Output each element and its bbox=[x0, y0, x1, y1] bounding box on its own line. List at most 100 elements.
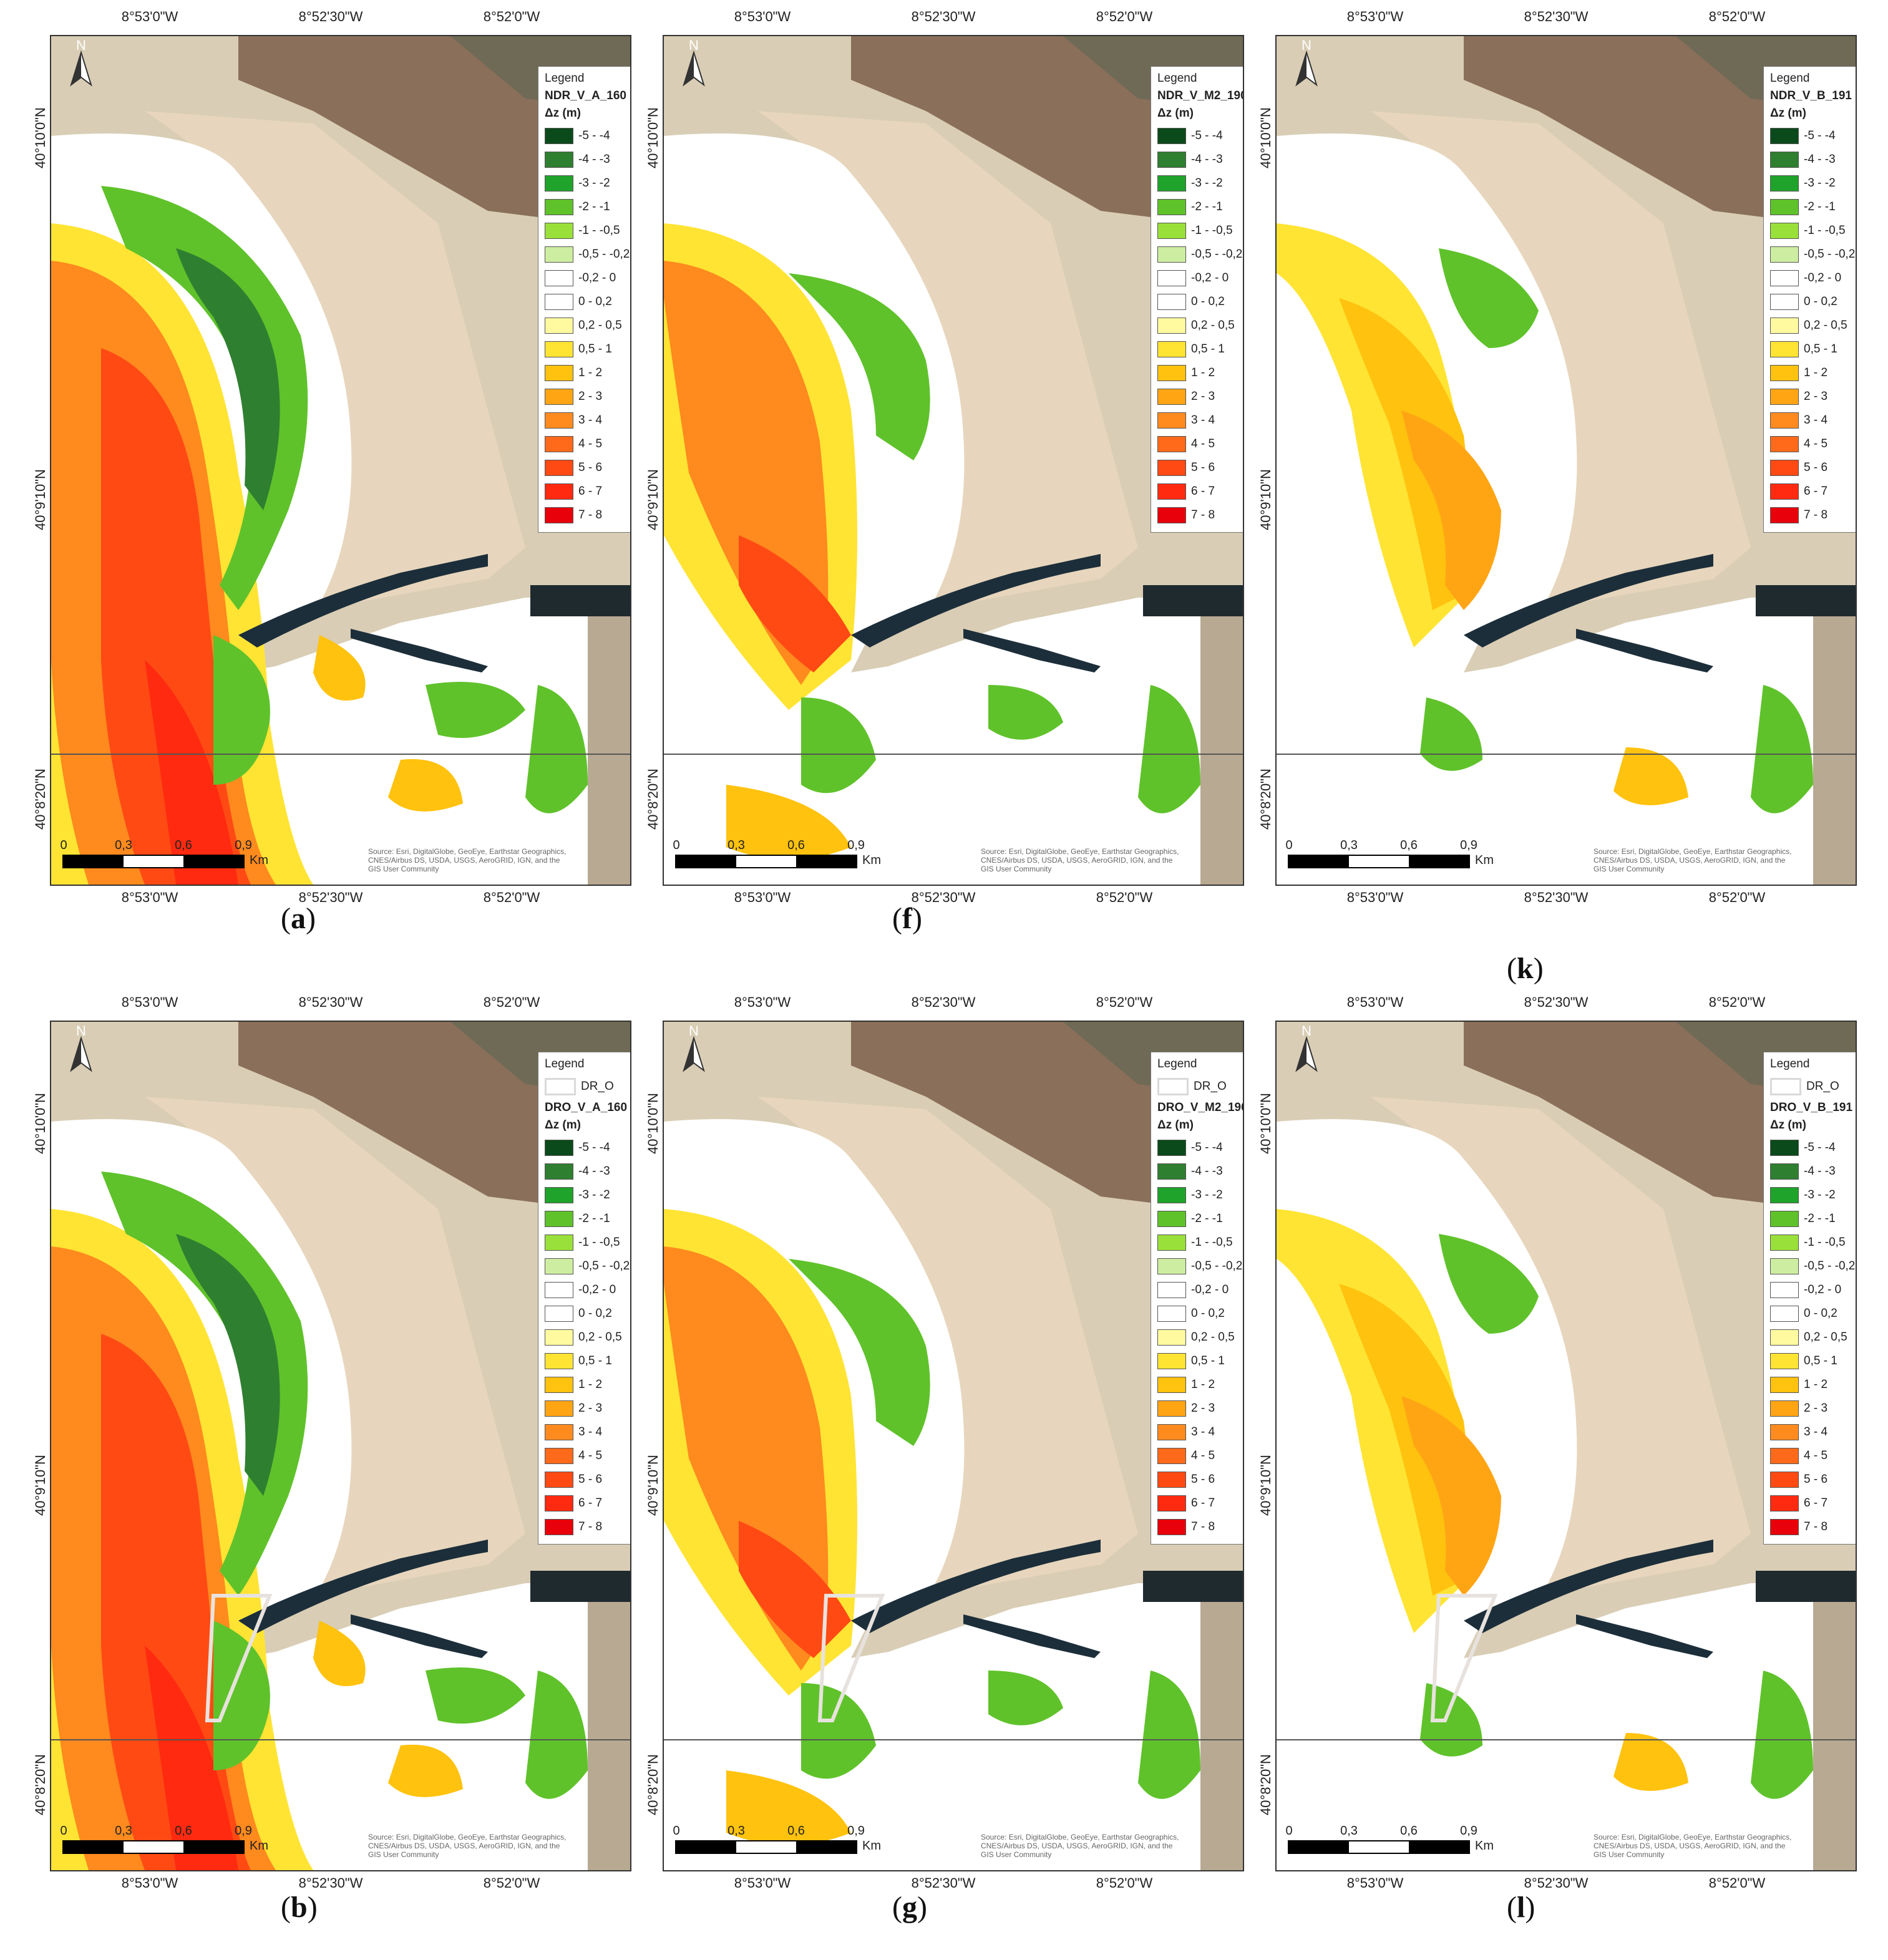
longitude-tick-bottom: 8°53'0"W bbox=[1346, 890, 1404, 905]
legend-class: -4 - -3 bbox=[1157, 1160, 1243, 1183]
legend-class-label: -2 - -1 bbox=[1191, 1212, 1223, 1225]
legend-class: 0,5 - 1 bbox=[545, 337, 630, 361]
south-breakwater bbox=[351, 1614, 488, 1658]
legend-swatch bbox=[1157, 152, 1186, 168]
scale-tick-label: 0,9 bbox=[847, 838, 865, 852]
latitude-tick-left: 40°8'20"N bbox=[645, 769, 661, 830]
legend-class-label: 2 - 3 bbox=[1191, 1402, 1215, 1415]
legend-class: -0,5 - -0,2 bbox=[545, 1254, 630, 1278]
latitude-tick-left: 40°8'20"N bbox=[1258, 1754, 1273, 1815]
latitude-tick-left: 40°9'10"N bbox=[645, 1455, 661, 1516]
legend-swatch bbox=[1770, 460, 1799, 476]
longitude-tick-bottom: 8°53'0"W bbox=[121, 890, 178, 905]
legend-class-label: -2 - -1 bbox=[578, 1212, 610, 1225]
map-canvas bbox=[1277, 1022, 1856, 1870]
legend-swatch bbox=[1157, 1424, 1186, 1440]
legend-class-label: 2 - 3 bbox=[1804, 1402, 1828, 1415]
north-breakwater bbox=[851, 554, 1101, 648]
latitude-tick-left: 40°8'20"N bbox=[32, 769, 48, 830]
erosion-core bbox=[176, 1234, 280, 1496]
legend-class-label: -0,5 - -0,2 bbox=[578, 248, 630, 261]
legend-class-label: 6 - 7 bbox=[1804, 485, 1828, 498]
legend-class: -0,2 - 0 bbox=[1770, 1278, 1856, 1302]
scale-bar: 0 0,3 0,6 0,9 Km bbox=[1284, 1824, 1559, 1855]
erosion-band bbox=[789, 273, 930, 460]
legend-class-label: 6 - 7 bbox=[1191, 485, 1215, 498]
legend-class: 7 - 8 bbox=[545, 503, 630, 527]
legend-swatch bbox=[545, 294, 573, 310]
map-credits: Source: Esri, DigitalGlobe, GeoEye, Eart… bbox=[1594, 847, 1792, 873]
longitude-tick-bottom: 8°52'30"W bbox=[298, 1875, 363, 1891]
scale-tick-label: 0,9 bbox=[235, 838, 252, 852]
scale-tick-label: 0 bbox=[1285, 838, 1293, 852]
erosion-patch bbox=[213, 1621, 270, 1770]
scale-bar: 0 0,3 0,6 0,9 Km bbox=[59, 1824, 333, 1855]
deposition-band bbox=[1339, 1284, 1469, 1596]
legend-class: 6 - 7 bbox=[545, 1492, 630, 1515]
south-coast bbox=[1200, 585, 1243, 885]
legend-swatch bbox=[1157, 1282, 1186, 1298]
south-coast bbox=[588, 1571, 630, 1870]
longitude-tick-top: 8°52'0"W bbox=[483, 994, 540, 1010]
legend-class: -2 - -1 bbox=[545, 195, 630, 219]
legend-swatch bbox=[545, 1140, 573, 1156]
scale-tick-labels: 0 0,3 0,6 0,9 bbox=[1284, 1824, 1559, 1838]
legend-swatch bbox=[1157, 1472, 1186, 1488]
legend-swatch bbox=[1157, 1377, 1186, 1393]
legend-class: -1 - -0,5 bbox=[1157, 1231, 1243, 1254]
legend-swatch bbox=[1770, 1187, 1799, 1203]
legend-class-label: 1 - 2 bbox=[578, 366, 603, 379]
legend-unit: Δz (m) bbox=[1770, 1118, 1806, 1132]
panel-letter: b bbox=[290, 1891, 308, 1924]
south-breakwater bbox=[1576, 1614, 1713, 1658]
scale-segment bbox=[1349, 856, 1409, 867]
panel-label: (a) bbox=[281, 901, 316, 936]
panel-letter: g bbox=[902, 1891, 917, 1924]
scale-segment bbox=[124, 856, 183, 867]
legend-swatch bbox=[1770, 1495, 1799, 1511]
panel-label: (k) bbox=[1507, 951, 1544, 986]
legend-class-label: 4 - 5 bbox=[578, 437, 603, 450]
legend-class-label: 0 - 0,2 bbox=[578, 1307, 612, 1320]
legend-swatch bbox=[1157, 365, 1186, 381]
legend-class: 0,5 - 1 bbox=[1770, 1349, 1856, 1373]
legend-swatch bbox=[1770, 1424, 1799, 1440]
legend-class-label: -0,2 - 0 bbox=[1191, 271, 1229, 284]
legend-class: -4 - -3 bbox=[1770, 1160, 1856, 1183]
longitude-tick-bottom: 8°52'0"W bbox=[1708, 1875, 1766, 1891]
legend-class: 4 - 5 bbox=[1770, 1444, 1856, 1468]
north-label: N bbox=[76, 37, 86, 53]
legend-class-label: -0,5 - -0,2 bbox=[578, 1259, 630, 1273]
legend-swatch bbox=[1770, 1519, 1799, 1535]
legend-swatch bbox=[1770, 1211, 1799, 1227]
longitude-tick-top: 8°52'30"W bbox=[298, 994, 363, 1010]
legend-swatch bbox=[1770, 246, 1799, 263]
map-credits: Source: Esri, DigitalGlobe, GeoEye, Eart… bbox=[981, 1833, 1179, 1859]
erosion-patch bbox=[988, 1671, 1063, 1725]
erosion-patch bbox=[1751, 1671, 1813, 1799]
north-label: N bbox=[689, 1023, 699, 1039]
erosion-band bbox=[789, 1259, 930, 1446]
longitude-tick-top: 8°52'30"W bbox=[298, 9, 363, 24]
legend-class-label: 0,5 - 1 bbox=[1191, 342, 1225, 356]
legend-swatch bbox=[1157, 341, 1186, 357]
legend-swatch bbox=[545, 1258, 573, 1274]
scale-segment bbox=[124, 1841, 183, 1853]
legend-swatch bbox=[1770, 1377, 1799, 1393]
legend-swatch bbox=[545, 1282, 573, 1298]
legend-class: 4 - 5 bbox=[545, 1444, 630, 1468]
longitude-tick-top: 8°53'0"W bbox=[734, 9, 791, 24]
legend-class: -1 - -0,5 bbox=[545, 219, 630, 243]
river-mouth bbox=[1143, 585, 1243, 616]
legend-swatch bbox=[1157, 483, 1186, 500]
legend-class-label: -2 - -1 bbox=[578, 200, 610, 213]
legend-swatch bbox=[545, 1306, 573, 1322]
scale-segment bbox=[796, 856, 856, 867]
erosion-patch bbox=[525, 685, 588, 813]
erosion-patch bbox=[1751, 685, 1813, 813]
legend-class: -5 - -4 bbox=[1770, 124, 1856, 148]
legend-swatch bbox=[1770, 128, 1799, 144]
map-panel-f: 8°53'0"W 8°53'0"W 8°52'30"W 8°52'30"W 8°52'0… bbox=[613, 0, 1271, 905]
legend-class: -0,2 - 0 bbox=[1157, 1278, 1243, 1302]
scale-tick-labels: 0 0,3 0,6 0,9 bbox=[59, 1824, 333, 1838]
